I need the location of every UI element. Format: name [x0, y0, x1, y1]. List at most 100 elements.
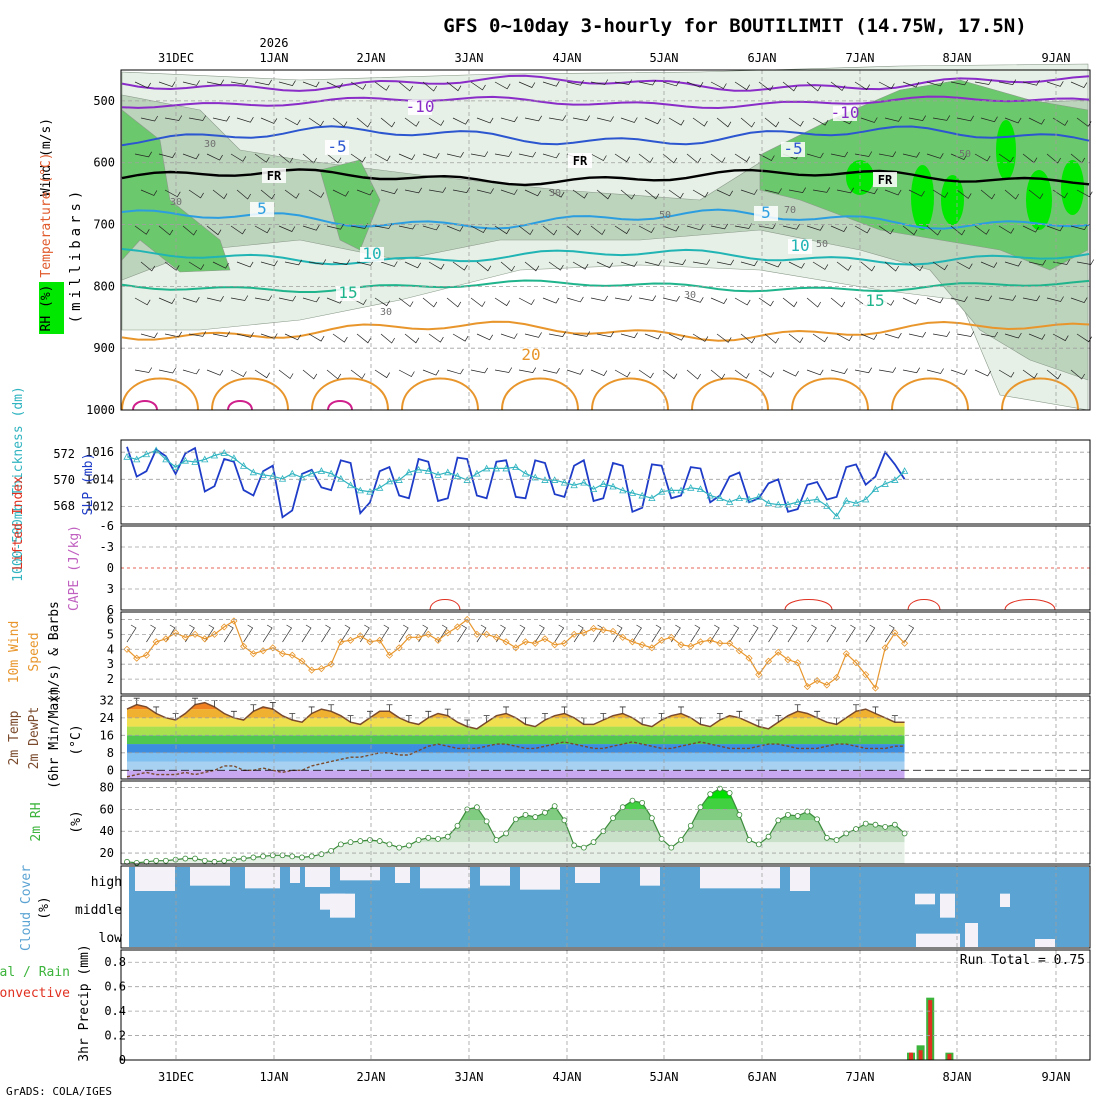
rh-point: [386, 841, 393, 848]
wind-barb: [908, 331, 927, 338]
wind-barb-10m: [651, 624, 662, 643]
rh-point: [697, 804, 704, 811]
cloud-clear-low: [965, 923, 978, 947]
thickness-point: [813, 495, 821, 503]
wind-barb-10m: [573, 624, 584, 643]
isotherm-label: 15: [865, 291, 884, 310]
rh-point: [415, 837, 422, 843]
cloud-row-label: high: [91, 875, 122, 890]
rh-point: [192, 855, 198, 862]
wind-barb: [980, 331, 999, 338]
wind-barb: [926, 225, 942, 236]
ylabel-precip: 3hr Precip (mm): [77, 944, 92, 1061]
rh-point: [250, 854, 257, 861]
wind-barb: [542, 225, 558, 236]
isotherm-loop: [311, 377, 389, 411]
wind-speed-point: [385, 651, 394, 659]
wind-barb: [500, 333, 518, 339]
wind-barb: [638, 79, 657, 86]
thickness-point: [201, 455, 209, 463]
rh-contour-label: 50: [959, 149, 971, 160]
rh-region-70a: [121, 109, 231, 273]
thickness-point: [239, 462, 248, 469]
isotherm-label-bg: [754, 206, 778, 221]
rh-point: [794, 813, 801, 819]
wind-speed-point: [871, 684, 880, 692]
isotherm-line: [121, 320, 1090, 342]
wind-tick-label: 2: [107, 672, 114, 686]
wind-tick-label: 5: [107, 627, 114, 641]
thickness-point: [220, 449, 228, 456]
min-max-whisker: [250, 704, 257, 712]
wind-barb: [980, 261, 998, 268]
temp-tick-label: 0: [107, 763, 114, 777]
wind-barb: [350, 81, 367, 90]
thickness-point: [531, 473, 539, 481]
thickness-point: [794, 498, 802, 505]
wind-barb: [302, 296, 320, 303]
wind-barb: [734, 153, 751, 163]
rh-point: [357, 838, 364, 844]
rh-tick-label: 80: [100, 781, 114, 795]
wind-speed-point: [181, 633, 189, 641]
wind-barb: [1028, 117, 1045, 125]
data-layer: [121, 63, 1095, 1060]
wind-barb: [1070, 81, 1088, 89]
wind-speed-point: [745, 654, 753, 662]
wind-speed-point: [560, 639, 568, 647]
wind-barb: [932, 331, 951, 337]
wind-barb: [596, 261, 614, 269]
wind-barb: [740, 189, 758, 195]
ylabel-rh: RH (%): [39, 285, 54, 332]
wind-barb: [140, 189, 158, 196]
rh-point: [532, 814, 539, 820]
wind-barb: [878, 367, 897, 373]
wind-barb: [950, 369, 968, 376]
wind-speed-point: [483, 630, 491, 638]
min-max-whisker: [347, 715, 354, 723]
rh-point: [133, 860, 140, 866]
min-max-whisker: [328, 704, 335, 712]
date-label-top: 9JAN: [1042, 51, 1071, 65]
wind-barb: [764, 117, 780, 128]
thickness-point: [803, 496, 812, 504]
thickness-point: [900, 467, 909, 474]
date-label-top: 7JAN: [846, 51, 875, 65]
isotherm-loop-hot: [327, 400, 353, 411]
wind-barb: [422, 369, 440, 376]
isotherm-loop: [211, 377, 289, 411]
rh-point: [882, 823, 889, 830]
wind-barb: [1046, 296, 1064, 302]
wind-barb: [998, 369, 1015, 378]
wind-speed-point: [648, 644, 656, 652]
wind-barb: [980, 189, 996, 200]
wind-speed-point: [551, 641, 559, 649]
wind-speed-point: [133, 654, 141, 662]
rh-point: [299, 854, 305, 861]
rh-point: [619, 804, 626, 811]
isotherm-loop-hot: [227, 400, 253, 411]
wind-barb: [644, 333, 662, 340]
cloud-clear-high: [190, 867, 230, 886]
thickness-point: [385, 477, 394, 485]
min-max-whisker: [503, 706, 510, 714]
ylabel-min-max: (6hr Min/Max): [47, 687, 62, 789]
min-max-whisker: [444, 708, 451, 716]
rh-point: [755, 841, 762, 848]
thickness-point: [308, 469, 316, 477]
wind-barb: [380, 117, 396, 128]
wind-barb: [446, 225, 464, 232]
wind-barb: [542, 297, 560, 304]
thickness-point: [609, 482, 617, 490]
wind-panel-frame: [120, 611, 1091, 695]
wind-barb: [614, 369, 631, 378]
rh-point: [736, 811, 743, 818]
precip-bar-convective: [947, 1053, 952, 1060]
date-label-top: 3JAN: [455, 51, 484, 65]
cloud-clear-high: [790, 867, 810, 891]
rh-tick-label: 20: [100, 846, 114, 860]
wind-barb: [662, 80, 680, 87]
isotherm-label: -5: [327, 137, 346, 156]
wind-speed-point: [580, 629, 588, 637]
date-label-bottom: 7JAN: [846, 1070, 875, 1084]
